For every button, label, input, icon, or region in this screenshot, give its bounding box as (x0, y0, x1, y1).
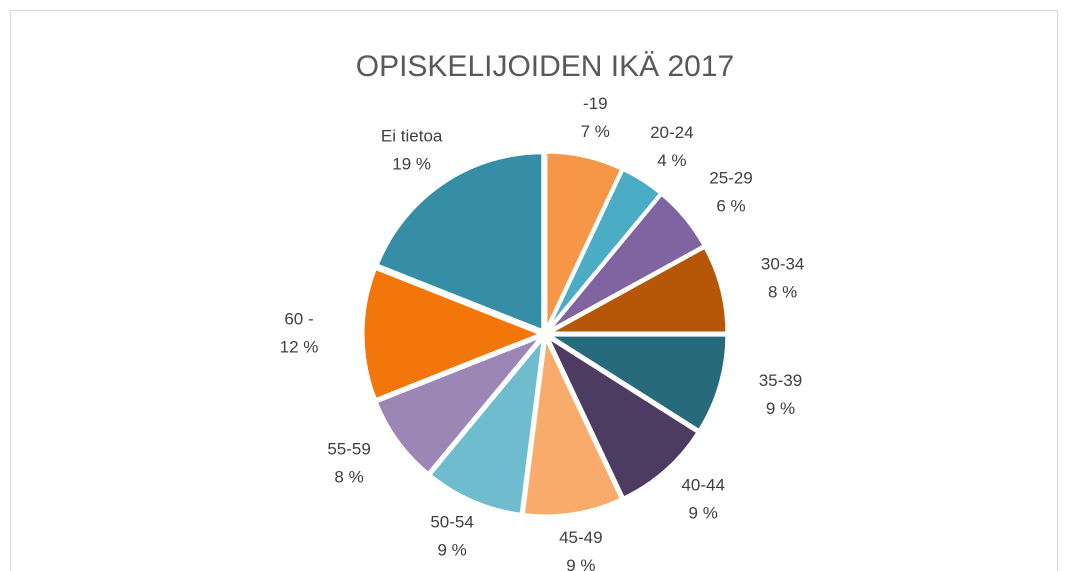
pie-slice (427, 332, 546, 516)
pie-slice (548, 245, 729, 335)
slice-label: 35-39 (759, 371, 802, 390)
pie-slice (543, 333, 729, 433)
slice-value-label: 8 % (334, 467, 363, 486)
slice-value-label: 12 % (280, 337, 319, 356)
slice-value-label: 9 % (566, 556, 595, 571)
slice-value-label: 7 % (581, 122, 610, 141)
slice-label: 30-34 (761, 255, 804, 274)
slice-label: 55-59 (327, 439, 370, 458)
pie-slice (521, 332, 624, 518)
pie-slice (374, 334, 543, 476)
slice-label: Ei tietoa (381, 127, 443, 146)
slice-label: -19 (583, 94, 608, 113)
slice-label: 40-44 (681, 475, 724, 494)
slice-value-label: 8 % (768, 283, 797, 302)
pie-slice (375, 151, 545, 333)
pie-slice (544, 332, 701, 501)
slice-label: 50-54 (430, 512, 473, 531)
slice-label: 45-49 (559, 528, 602, 547)
slice-value-label: 19 % (392, 155, 431, 174)
pie-slice (546, 192, 707, 333)
pie-slice (361, 266, 546, 402)
slice-value-label: 9 % (689, 503, 718, 522)
slice-value-label: 4 % (657, 151, 686, 170)
slice-value-label: 6 % (716, 197, 745, 216)
slice-label: 60 - (284, 309, 313, 328)
chart-title: OPISKELIJOIDEN IKÄ 2017 (356, 50, 735, 83)
slice-value-label: 9 % (437, 540, 466, 559)
slice-value-label: 9 % (766, 399, 795, 418)
slice-label: 20-24 (650, 123, 693, 142)
slice-label: 25-29 (709, 169, 752, 188)
